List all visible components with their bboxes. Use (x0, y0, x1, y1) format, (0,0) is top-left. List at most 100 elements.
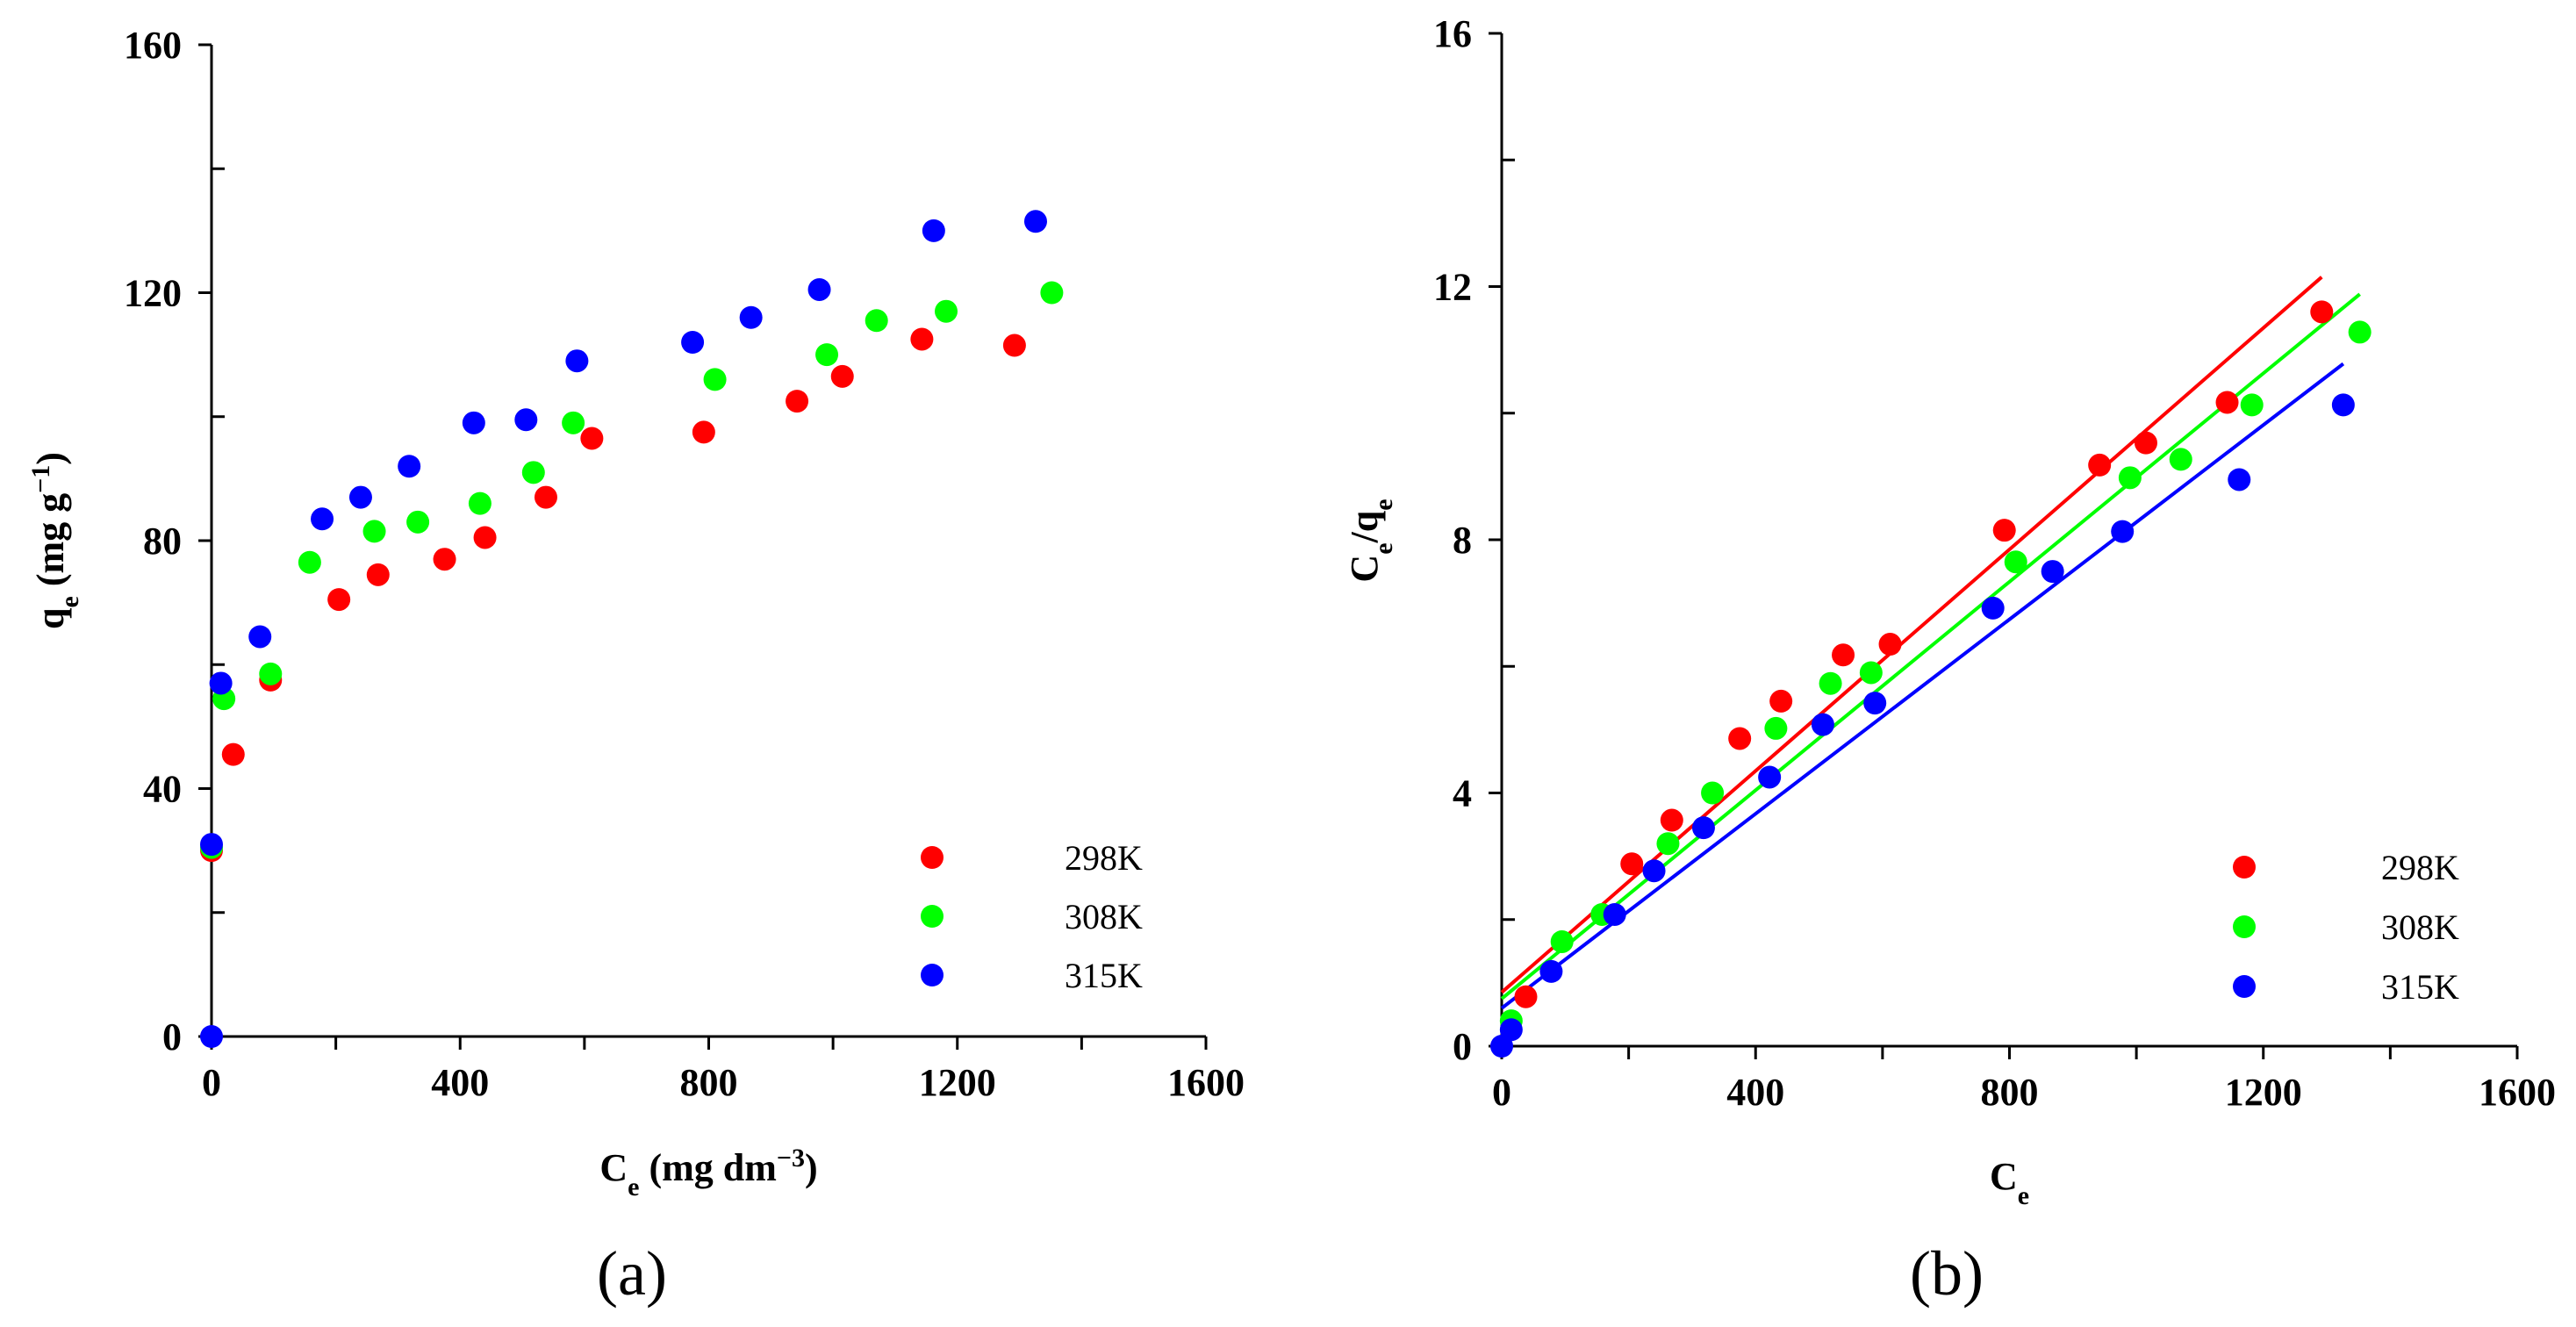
data-point-315K (2041, 560, 2064, 584)
data-point-298K (692, 420, 715, 444)
x-axis-title: Ce (1990, 1155, 2029, 1210)
data-point-308K (2240, 393, 2264, 417)
axis-title-part: (mg g (29, 493, 72, 596)
data-point-315K (565, 349, 589, 373)
data-point-308K (1764, 716, 1788, 740)
y-tick-label: 8 (1453, 519, 1472, 562)
data-point-298K (910, 327, 934, 351)
y-axis-title: qe (mg g−1) (26, 452, 84, 629)
data-point-298K (2088, 453, 2112, 477)
axis-title-part: /q (1343, 510, 1386, 543)
x-tick-label: 1200 (2225, 1071, 2302, 1114)
data-point-308K (815, 343, 839, 367)
data-point-308K (1859, 661, 1883, 685)
data-point-315K (1691, 816, 1715, 840)
data-point-315K (348, 485, 372, 509)
axis-title-part: −1 (26, 465, 55, 493)
data-point-308K (2348, 320, 2371, 344)
data-point-298K (2215, 391, 2239, 414)
x-tick-label: 0 (202, 1061, 221, 1104)
legend-label-315K: 315K (1065, 956, 1143, 995)
data-point-315K (514, 408, 538, 432)
data-point-315K (1490, 1035, 1513, 1058)
legend-label-308K: 308K (2381, 907, 2459, 947)
data-point-308K (259, 662, 283, 685)
data-point-298K (473, 526, 497, 549)
data-point-298K (1514, 985, 1538, 1008)
data-point-315K (2228, 468, 2251, 491)
y-tick-label: 40 (143, 768, 182, 811)
data-point-298K (1660, 808, 1683, 832)
data-point-298K (534, 485, 557, 509)
data-point-308K (1040, 281, 1064, 305)
data-point-308K (1550, 929, 1574, 953)
data-point-298K (830, 364, 854, 388)
data-point-315K (1603, 902, 1626, 926)
data-point-315K (209, 671, 233, 695)
data-point-298K (1769, 689, 1793, 713)
axis-title-part: C (1343, 555, 1386, 583)
data-point-298K (1878, 633, 1902, 656)
data-point-298K (1832, 643, 1855, 667)
data-point-315K (739, 305, 763, 329)
legend-label-315K: 315K (2381, 967, 2459, 1007)
panel-label: (b) (1910, 1238, 1984, 1309)
data-point-315K (1539, 959, 1563, 983)
data-point-308K (521, 461, 545, 484)
data-point-315K (2111, 520, 2135, 543)
legend-label-298K: 298K (2381, 848, 2459, 887)
data-point-315K (2331, 393, 2355, 417)
legend-marker-315K (921, 964, 944, 986)
data-point-298K (1728, 727, 1752, 750)
y-tick-label: 12 (1433, 266, 1472, 309)
x-tick-label: 1600 (2479, 1071, 2556, 1114)
data-point-308K (562, 411, 585, 434)
data-point-315K (681, 331, 705, 354)
y-tick-label: 0 (162, 1015, 182, 1058)
axis-title-part: ) (805, 1146, 818, 1189)
data-point-298K (1002, 334, 1026, 357)
legend-marker-315K (2233, 975, 2256, 998)
data-point-308K (468, 491, 492, 515)
data-point-298K (1992, 519, 2016, 542)
fit-line-308K (1500, 292, 2361, 1001)
x-axis-title: Ce (mg dm−3) (599, 1144, 817, 1201)
axis-title-part: e (628, 1173, 639, 1201)
data-point-298K (366, 563, 390, 586)
x-tick-label: 800 (1981, 1071, 2039, 1114)
data-point-308K (406, 510, 430, 534)
data-point-315K (1981, 596, 2005, 620)
axis-title-part: q (29, 607, 72, 629)
data-point-315K (922, 219, 945, 242)
x-tick-label: 0 (1492, 1071, 1511, 1114)
data-point-308K (362, 520, 386, 543)
axis-title-part: e (1369, 499, 1398, 510)
data-point-298K (433, 548, 456, 571)
axis-title-part: e (2018, 1181, 2029, 1210)
y-axis-title: Ce/qe (1343, 499, 1398, 582)
axis-title-part: ) (29, 452, 72, 465)
data-point-298K (1620, 852, 1644, 876)
data-point-308K (1656, 832, 1680, 856)
axis-title-part: (mg dm (639, 1146, 776, 1189)
y-tick-label: 16 (1433, 12, 1472, 55)
panel-label: (a) (597, 1238, 667, 1309)
axis-title-part: C (1990, 1155, 2018, 1198)
legend-marker-308K (2233, 915, 2256, 938)
y-tick-label: 120 (124, 272, 182, 315)
data-point-315K (1642, 859, 1666, 883)
data-point-308K (298, 550, 321, 574)
fit-line-315K (1500, 362, 2345, 1010)
axis-title-part: e (1369, 542, 1398, 554)
data-point-315K (1758, 765, 1782, 789)
x-tick-label: 400 (431, 1061, 489, 1104)
data-point-315K (248, 625, 272, 649)
data-point-315K (1811, 713, 1834, 736)
data-point-315K (398, 455, 421, 478)
x-tick-label: 800 (680, 1061, 738, 1104)
data-point-315K (807, 277, 831, 301)
axis-title-part: −3 (777, 1144, 805, 1173)
data-point-308K (2169, 448, 2192, 471)
